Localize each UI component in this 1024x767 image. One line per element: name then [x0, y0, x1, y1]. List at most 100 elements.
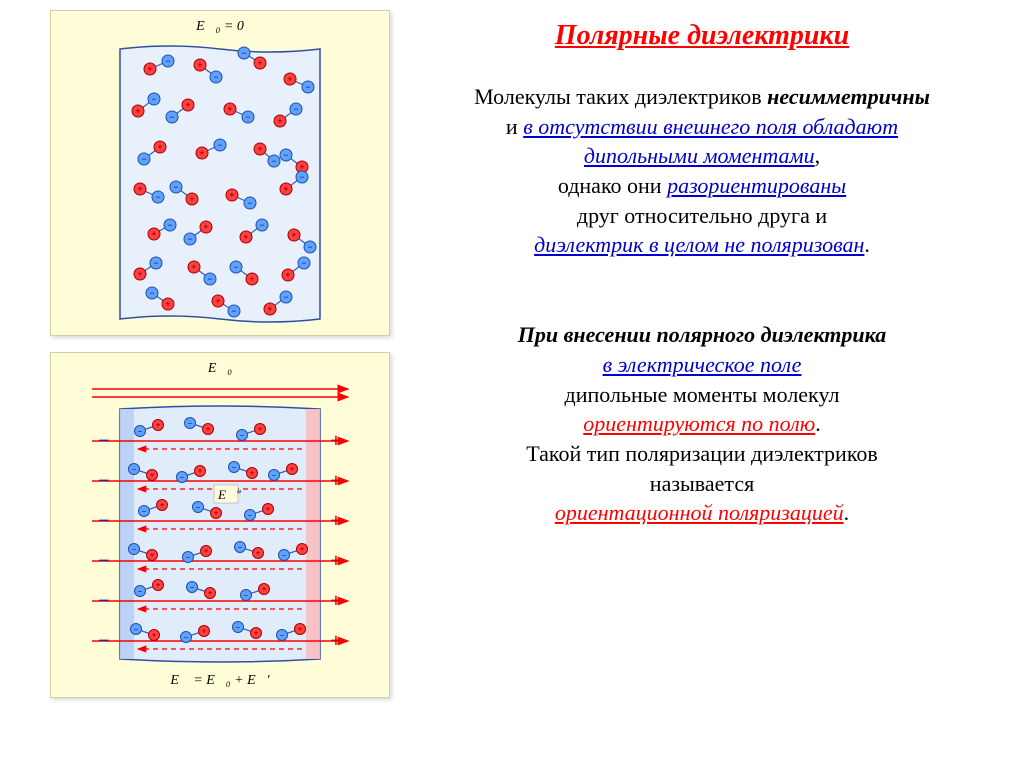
- svg-text:+: +: [257, 144, 262, 154]
- svg-text:−: −: [98, 430, 109, 452]
- svg-text:−: −: [305, 82, 310, 92]
- paragraph-2: При внесении полярного диэлектрика в эле…: [410, 320, 994, 528]
- svg-text:−: −: [282, 551, 287, 560]
- svg-text:+: +: [160, 501, 165, 510]
- svg-text:+: +: [151, 229, 156, 239]
- p2-l4: ориентируются по полю: [583, 411, 815, 436]
- figure-no-field: E⃗₀ = 0 +−+−+−+−+−+−+−+−+−+−+−+−+−+−+−+−…: [50, 10, 390, 336]
- svg-text:+: +: [202, 627, 207, 636]
- svg-text:+: +: [249, 274, 254, 284]
- p1-l4a: однако они: [558, 173, 667, 198]
- fig1-svg: +−+−+−+−+−+−+−+−+−+−+−+−+−+−+−+−+−+−+−+−…: [110, 39, 330, 329]
- p2-l5: Такой тип поляризации диэлектриков: [526, 441, 878, 466]
- svg-text:−: −: [293, 104, 298, 114]
- figure-with-field: E⃗₀ −+−+−+−+−+−+E⃗′E⃗′−+−+−+−+−+−+−+−+−+…: [50, 352, 390, 698]
- svg-text:−: −: [98, 590, 109, 612]
- svg-text:+: +: [150, 471, 155, 480]
- svg-text:−: −: [217, 140, 222, 150]
- svg-text:+: +: [330, 510, 341, 532]
- svg-text:+: +: [137, 184, 142, 194]
- svg-text:−: −: [132, 545, 137, 554]
- svg-text:+: +: [266, 505, 271, 514]
- p2-l6: называется: [650, 471, 754, 496]
- p1-l1a: Молекулы таких диэлектриков: [474, 84, 767, 109]
- svg-text:+: +: [291, 230, 296, 240]
- svg-text:+: +: [256, 549, 261, 558]
- svg-text:+: +: [290, 465, 295, 474]
- svg-text:E⃗′: E⃗′: [217, 487, 239, 502]
- svg-text:−: −: [142, 507, 147, 516]
- svg-text:−: −: [240, 431, 245, 440]
- svg-text:+: +: [208, 589, 213, 598]
- svg-text:−: −: [173, 182, 178, 192]
- svg-text:+: +: [258, 425, 263, 434]
- svg-text:−: −: [141, 154, 146, 164]
- svg-text:−: −: [238, 543, 243, 552]
- svg-text:−: −: [207, 274, 212, 284]
- svg-text:−: −: [132, 465, 137, 474]
- svg-text:+: +: [283, 184, 288, 194]
- p1-l1b: несимметричны: [767, 84, 930, 109]
- svg-text:+: +: [204, 547, 209, 556]
- svg-text:−: −: [241, 48, 246, 58]
- svg-text:−: −: [244, 591, 249, 600]
- svg-text:−: −: [187, 234, 192, 244]
- p1-l2b: в отсутствии внешнего поля обладают: [523, 114, 898, 139]
- p1-l4b: разориентированы: [667, 173, 846, 198]
- svg-text:−: −: [153, 258, 158, 268]
- svg-text:+: +: [214, 509, 219, 518]
- svg-text:−: −: [236, 623, 241, 632]
- svg-text:−: −: [98, 470, 109, 492]
- svg-text:−: −: [231, 306, 236, 316]
- p1-l3: дипольными моментами: [584, 143, 815, 168]
- svg-text:−: −: [283, 292, 288, 302]
- svg-text:+: +: [215, 296, 220, 306]
- svg-text:−: −: [272, 471, 277, 480]
- svg-text:−: −: [167, 220, 172, 230]
- svg-text:+: +: [267, 304, 272, 314]
- svg-text:−: −: [184, 633, 189, 642]
- svg-text:+: +: [250, 469, 255, 478]
- svg-text:−: −: [149, 288, 154, 298]
- svg-text:+: +: [330, 470, 341, 492]
- svg-text:−: −: [213, 72, 218, 82]
- svg-text:+: +: [277, 116, 282, 126]
- svg-text:+: +: [165, 299, 170, 309]
- svg-text:−: −: [299, 172, 304, 182]
- p2-l1: При внесении полярного диэлектрика: [518, 322, 887, 347]
- p2-l2: в электрическое поле: [603, 352, 802, 377]
- svg-text:−: −: [151, 94, 156, 104]
- p2-l3: дипольные моменты молекул: [565, 382, 840, 407]
- svg-text:−: −: [307, 242, 312, 252]
- fig2-label-bot: E⃗ = E⃗₀ + E⃗′: [59, 673, 381, 689]
- svg-text:−: −: [138, 427, 143, 436]
- svg-text:−: −: [245, 112, 250, 122]
- svg-text:+: +: [300, 545, 305, 554]
- svg-text:+: +: [285, 270, 290, 280]
- svg-text:+: +: [330, 590, 341, 612]
- svg-text:−: −: [232, 463, 237, 472]
- svg-text:−: −: [155, 192, 160, 202]
- svg-text:+: +: [254, 629, 259, 638]
- svg-text:+: +: [227, 104, 232, 114]
- svg-text:+: +: [199, 148, 204, 158]
- svg-text:−: −: [169, 112, 174, 122]
- svg-text:+: +: [262, 585, 267, 594]
- p1-l5: друг относительно друга и: [577, 203, 827, 228]
- paragraph-1: Молекулы таких диэлектриков несимметричн…: [410, 82, 994, 260]
- p2-l7: ориентационной поляризацией: [555, 500, 844, 525]
- svg-text:+: +: [229, 190, 234, 200]
- svg-text:+: +: [257, 58, 262, 68]
- svg-text:+: +: [198, 467, 203, 476]
- svg-text:+: +: [156, 421, 161, 430]
- svg-text:−: −: [259, 220, 264, 230]
- svg-text:−: −: [301, 258, 306, 268]
- svg-text:−: −: [186, 553, 191, 562]
- svg-text:−: −: [165, 56, 170, 66]
- svg-text:−: −: [196, 503, 201, 512]
- svg-text:−: −: [134, 625, 139, 634]
- svg-text:−: −: [233, 262, 238, 272]
- svg-text:+: +: [150, 551, 155, 560]
- svg-text:−: −: [190, 583, 195, 592]
- svg-text:−: −: [98, 510, 109, 532]
